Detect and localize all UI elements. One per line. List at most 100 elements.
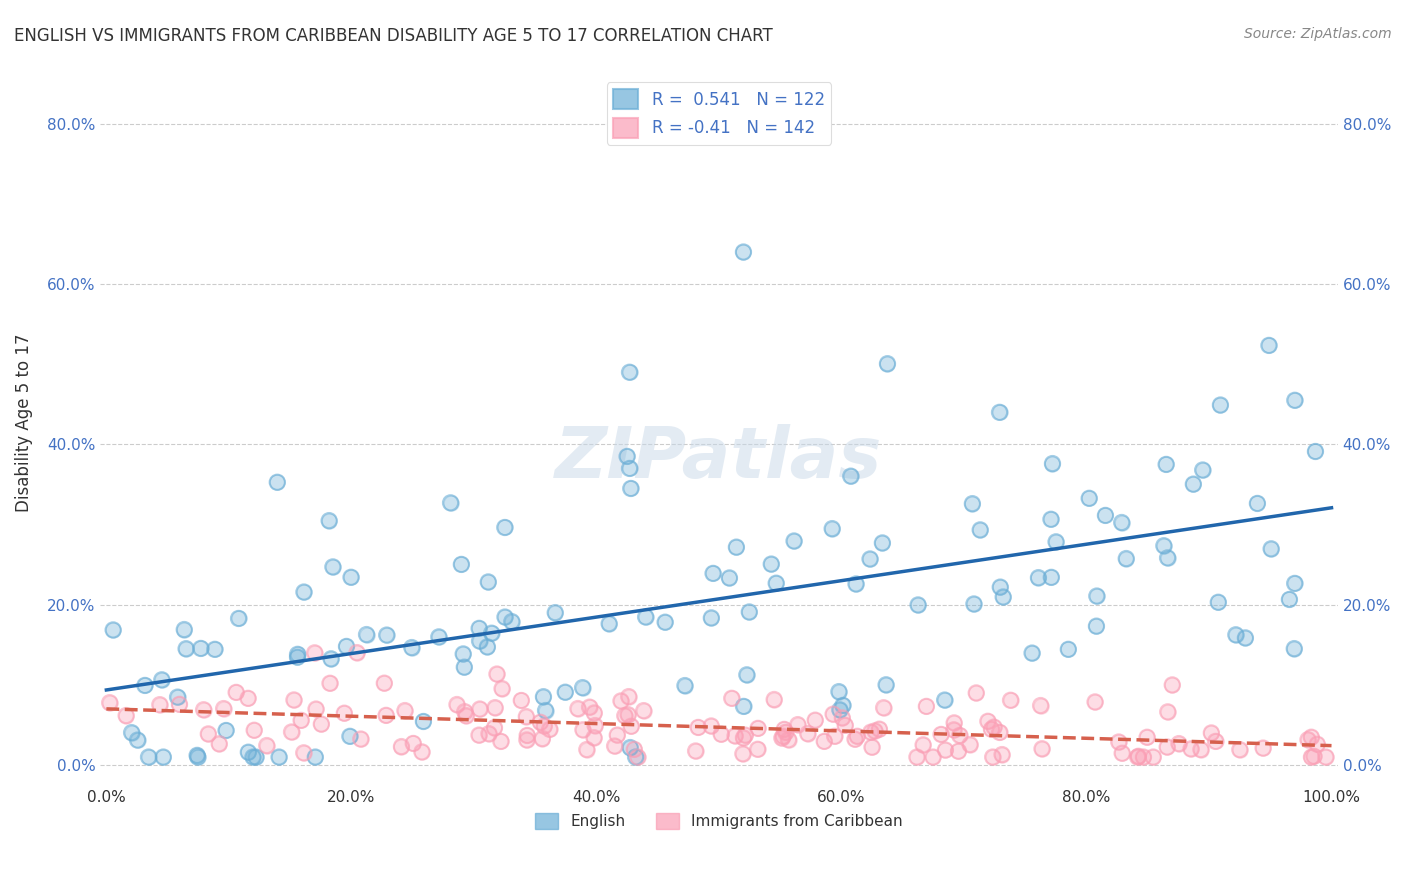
Point: [616, 450, 638, 464]
Point: [977, 714, 1000, 729]
Point: [1180, 741, 1202, 756]
Point: [988, 725, 1011, 739]
Point: [1205, 734, 1227, 748]
Point: [929, 727, 952, 741]
Point: [1229, 742, 1251, 756]
Point: [1182, 477, 1205, 491]
Point: [318, 514, 340, 528]
Point: [127, 733, 149, 747]
Point: [311, 717, 333, 731]
Point: [934, 693, 956, 707]
Point: [571, 681, 593, 695]
Point: [534, 704, 557, 718]
Point: [1251, 741, 1274, 756]
Point: [292, 585, 315, 599]
Point: [859, 552, 882, 566]
Point: [1115, 551, 1137, 566]
Point: [1315, 750, 1337, 764]
Point: [582, 731, 605, 745]
Point: [1305, 444, 1327, 458]
Point: [875, 678, 897, 692]
Point: [747, 742, 769, 756]
Point: [1126, 750, 1149, 764]
Point: [439, 496, 461, 510]
Point: [959, 738, 981, 752]
Point: [1154, 458, 1177, 472]
Point: [1284, 393, 1306, 408]
Point: [772, 730, 794, 744]
Point: [1157, 705, 1180, 719]
Point: [617, 707, 640, 722]
Point: [529, 715, 551, 730]
Point: [1257, 338, 1279, 352]
Point: [477, 574, 499, 589]
Point: [339, 729, 361, 743]
Point: [236, 691, 259, 706]
Point: [1234, 631, 1257, 645]
Point: [538, 723, 561, 737]
Point: [1201, 726, 1223, 740]
Point: [1260, 541, 1282, 556]
Point: [531, 731, 554, 746]
Point: [578, 700, 600, 714]
Point: [724, 729, 747, 743]
Point: [875, 678, 897, 692]
Point: [603, 739, 626, 753]
Point: [1111, 516, 1133, 530]
Point: [373, 676, 395, 690]
Point: [134, 678, 156, 692]
Point: [620, 719, 643, 733]
Point: [912, 738, 935, 752]
Point: [824, 729, 846, 743]
Point: [516, 733, 538, 747]
Point: [1251, 741, 1274, 756]
Point: [623, 742, 645, 756]
Point: [673, 679, 696, 693]
Point: [988, 405, 1011, 419]
Point: [533, 719, 555, 733]
Point: [394, 704, 416, 718]
Point: [983, 720, 1005, 734]
Point: [627, 750, 650, 764]
Point: [375, 708, 398, 723]
Point: [484, 700, 506, 714]
Point: [1078, 491, 1101, 506]
Point: [619, 740, 641, 755]
Point: [319, 676, 342, 690]
Point: [991, 590, 1014, 604]
Point: [778, 732, 800, 747]
Point: [287, 650, 309, 665]
Point: [828, 703, 851, 717]
Point: [266, 475, 288, 490]
Point: [1301, 730, 1323, 744]
Point: [763, 692, 786, 706]
Point: [468, 702, 491, 716]
Point: [620, 482, 643, 496]
Point: [934, 743, 956, 757]
Point: [544, 606, 567, 620]
Point: [1246, 496, 1268, 510]
Point: [481, 626, 503, 640]
Point: [174, 641, 197, 656]
Point: [1084, 695, 1107, 709]
Point: [468, 621, 491, 635]
Point: [412, 714, 434, 729]
Point: [700, 719, 723, 733]
Point: [515, 709, 537, 723]
Point: [335, 640, 357, 654]
Point: [1284, 641, 1306, 656]
Point: [256, 739, 278, 753]
Point: [212, 701, 235, 715]
Point: [872, 700, 894, 714]
Point: [1045, 534, 1067, 549]
Point: [988, 405, 1011, 419]
Point: [228, 611, 250, 625]
Point: [149, 698, 172, 712]
Point: [304, 646, 326, 660]
Point: [1132, 750, 1154, 764]
Point: [98, 696, 121, 710]
Point: [733, 245, 755, 260]
Point: [456, 708, 478, 723]
Point: [828, 684, 851, 698]
Point: [845, 577, 868, 591]
